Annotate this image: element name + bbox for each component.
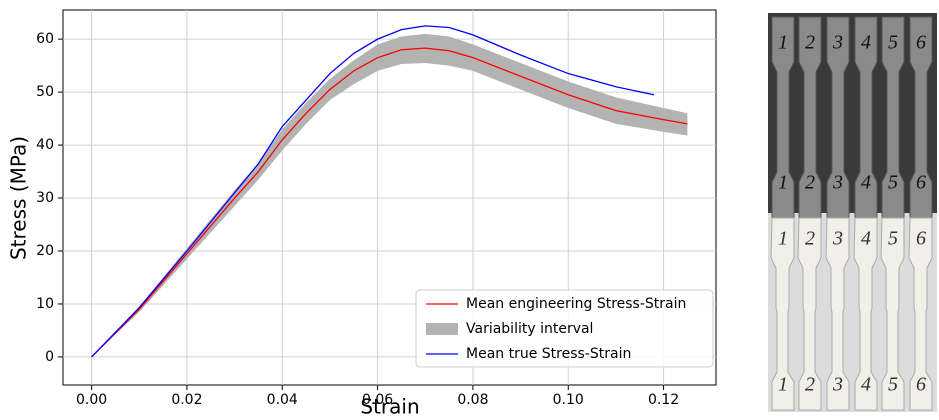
specimen-label: 5 <box>888 374 898 396</box>
specimen-label: 4 <box>861 374 871 396</box>
specimen-label: 1 <box>778 228 788 250</box>
specimen-label: 2 <box>805 32 815 54</box>
line <box>91 25 655 358</box>
specimen <box>908 217 933 411</box>
specimen-label: 1 <box>778 32 788 54</box>
specimen-label: 5 <box>888 228 898 250</box>
specimen-label: 5 <box>888 32 898 54</box>
specimen <box>880 217 905 411</box>
line <box>91 47 688 358</box>
photo-top-panel <box>768 13 937 213</box>
x-tick-label: 0.00 <box>76 392 107 408</box>
y-tick-label: 0 <box>45 349 54 365</box>
x-tick-label: 0.02 <box>171 392 202 408</box>
specimen <box>825 217 850 411</box>
legend-label: Mean engineering Stress-Strain <box>466 296 686 312</box>
specimen-label: 6 <box>916 228 926 250</box>
specimen-label: 1 <box>778 374 788 396</box>
legend-swatch <box>426 323 458 335</box>
y-tick-label: 60 <box>36 31 54 47</box>
specimen <box>797 217 822 411</box>
specimen-label: 6 <box>916 32 926 54</box>
specimen-label: 1 <box>778 172 788 194</box>
specimen-label: 6 <box>916 374 926 396</box>
specimen-label: 2 <box>805 228 815 250</box>
specimen <box>770 217 795 411</box>
specimen-label: 4 <box>861 172 871 194</box>
photo: 1 2 3 4 5 61 2 3 4 5 61 2 3 4 5 61 2 3 4 5 6 <box>768 13 937 412</box>
specimen-label: 3 <box>832 228 843 250</box>
y-tick-label: 40 <box>36 137 54 153</box>
specimen-label: 4 <box>861 32 871 54</box>
legend-label: Mean true Stress-Strain <box>466 346 631 362</box>
legend-label: Variability interval <box>466 321 593 337</box>
y-tick-label: 10 <box>36 296 54 312</box>
x-tick-label: 0.06 <box>362 392 393 408</box>
x-tick-label: 0.08 <box>457 392 488 408</box>
specimen-label: 3 <box>832 172 843 194</box>
x-axis-label: Strain <box>360 395 419 419</box>
legend-box <box>415 289 714 368</box>
specimen-label: 5 <box>888 172 898 194</box>
specimen-label: 4 <box>861 228 871 250</box>
specimen-label: 2 <box>805 374 815 396</box>
x-tick-label: 0.10 <box>553 392 584 408</box>
y-axis-label: Stress (MPa) <box>7 136 31 260</box>
x-tick-label: 0.04 <box>267 392 298 408</box>
specimen-label: 3 <box>832 374 843 396</box>
specimen-label: 2 <box>805 172 815 194</box>
y-tick-label: 20 <box>36 243 54 259</box>
y-tick-label: 50 <box>36 84 54 100</box>
specimen-label: 6 <box>916 172 926 194</box>
y-tick-label: 30 <box>36 190 54 206</box>
specimen-label: 3 <box>832 32 843 54</box>
x-tick-label: 0.12 <box>648 392 679 408</box>
specimen <box>853 217 878 411</box>
